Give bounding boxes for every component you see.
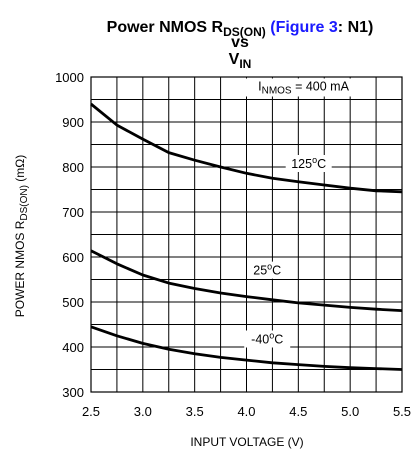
title-paren-open: ( <box>270 19 276 36</box>
x-tick-label: 3.5 <box>186 404 204 419</box>
y-tick-label: 700 <box>62 205 84 220</box>
series-line-0 <box>90 102 403 194</box>
x-tick-label: 5.0 <box>341 404 359 419</box>
y-tick-label: 500 <box>62 295 84 310</box>
y-tick-label: 300 <box>62 385 84 400</box>
plot-frame <box>90 76 403 393</box>
figure-link[interactable]: Figure 3 <box>276 19 338 36</box>
curve-label-2: -40oC <box>251 331 283 347</box>
x-tick-label: 4.0 <box>237 404 255 419</box>
y-tick-label: 800 <box>62 160 84 175</box>
y-tick-label: 1000 <box>55 70 84 85</box>
chart-title-line3: VIN <box>229 51 252 71</box>
curve-label-bg <box>285 155 332 172</box>
x-tick-labels: 2.5 3.0 3.5 4.0 4.5 5.0 5.5 <box>82 404 411 419</box>
y-tick-labels: 300 400 500 600 700 800 900 1000 <box>55 70 84 400</box>
x-tick-label: 5.5 <box>393 404 411 419</box>
curve-label-1: 25oC <box>253 262 281 278</box>
condition-label: INMOS = 400 mA <box>258 80 349 97</box>
curve-labels: 125oC 25oC -40oC <box>251 155 326 347</box>
x-tick-label: 3.0 <box>134 404 152 419</box>
series-lines <box>90 102 403 371</box>
curve-label-backgrounds <box>244 155 332 348</box>
x-axis-label: INPUT VOLTAGE (V) <box>190 435 303 449</box>
x-tick-label: 4.5 <box>289 404 307 419</box>
curve-label-bg <box>244 330 291 348</box>
y-tick-label: 900 <box>62 115 84 130</box>
y-axis-label: POWER NMOS RDS(ON) (mΩ) <box>13 155 30 318</box>
chart-title-line1: Power NMOS RDS(ON) (Figure 3: N1) <box>107 19 374 39</box>
series-line-1 <box>90 249 403 312</box>
y-tick-label: 600 <box>62 250 84 265</box>
x-tick-label: 2.5 <box>82 404 100 419</box>
curve-label-0: 125oC <box>291 155 326 171</box>
condition-background <box>237 78 370 97</box>
chart-title-line2: vs <box>231 34 249 51</box>
curve-label-bg <box>248 261 287 279</box>
title-paren-rest: : N1) <box>338 19 374 36</box>
series-line-2 <box>90 325 403 371</box>
y-tick-label: 400 <box>62 340 84 355</box>
